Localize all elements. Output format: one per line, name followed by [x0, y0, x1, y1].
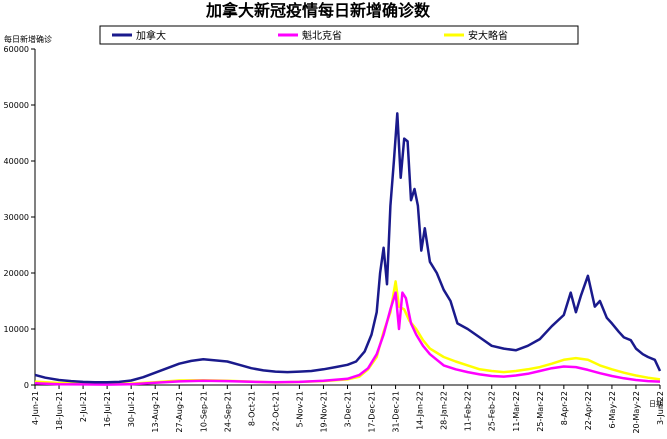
x-tick-label: 14-Jan-22 [416, 391, 425, 430]
x-tick-label: 8-Oct-21 [247, 391, 256, 426]
x-tick-label: 25-Feb-22 [488, 391, 497, 431]
axes: 0 10000 20000 30000 40000 50000 60000 4-Jun-21 1… [4, 45, 665, 434]
x-tick-label: 4-Jun-21 [31, 391, 40, 425]
legend-label-0: 加拿大 [136, 29, 166, 42]
y-tick-label: 10000 [4, 325, 29, 334]
x-tick-label: 19-Nov-21 [319, 391, 328, 433]
x-tick-label: 25-Mar-22 [536, 391, 545, 432]
legend-label-2: 安大略省 [468, 29, 508, 42]
x-tick-label: 11-Mar-22 [512, 391, 521, 432]
x-tick-label: 20-May-22 [632, 391, 641, 434]
x-tick-label: 10-Sep-21 [199, 391, 208, 432]
x-tick-label: 22-Apr-22 [584, 391, 593, 430]
chart-title: 加拿大新冠疫情每日新增确诊数 [205, 1, 431, 20]
y-tick-label: 40000 [4, 157, 29, 166]
y-tick-label: 20000 [4, 269, 29, 278]
x-tick-label: 31-Dec-21 [392, 391, 401, 433]
y-tick-label: 0 [24, 381, 29, 390]
series-line-1 [34, 291, 661, 386]
legend-box [99, 25, 579, 45]
x-tick-label: 24-Sep-21 [223, 391, 232, 432]
x-tick-label: 6-May-22 [608, 391, 617, 428]
x-tick-label: 17-Dec-21 [368, 391, 377, 433]
x-tick-label: 3-Jun-22 [656, 391, 665, 425]
x-tick-label: 5-Nov-21 [295, 391, 304, 427]
series-layer [34, 112, 662, 386]
legend-label-1: 魁北克省 [302, 29, 342, 42]
x-tick-label: 27-Aug-21 [175, 391, 184, 433]
x-tick-label: 30-Jul-21 [127, 391, 136, 427]
series-line-0 [34, 112, 662, 384]
x-tick-label: 8-Apr-22 [560, 391, 569, 425]
y-tick-label: 30000 [4, 213, 29, 222]
x-tick-label: 28-Jan-22 [440, 391, 449, 430]
x-tick-label: 2-Jul-21 [79, 391, 88, 422]
x-tick-label: 22-Oct-21 [271, 391, 280, 431]
x-tick-label: 3-Dec-21 [344, 391, 353, 428]
y-tick-label: 50000 [4, 101, 29, 110]
x-tick-label: 18-Jun-21 [55, 391, 64, 430]
y-tick-label: 60000 [4, 45, 29, 54]
y-axis-label: 每日新增确诊 [4, 34, 52, 44]
x-tick-label: 16-Jul-21 [103, 391, 112, 427]
legend: 加拿大 魁北克省 安大略省 [99, 25, 579, 45]
x-tick-label: 11-Feb-22 [464, 391, 473, 431]
x-axis-label: 日期 [649, 400, 663, 408]
x-tick-label: 13-Aug-21 [151, 391, 160, 433]
